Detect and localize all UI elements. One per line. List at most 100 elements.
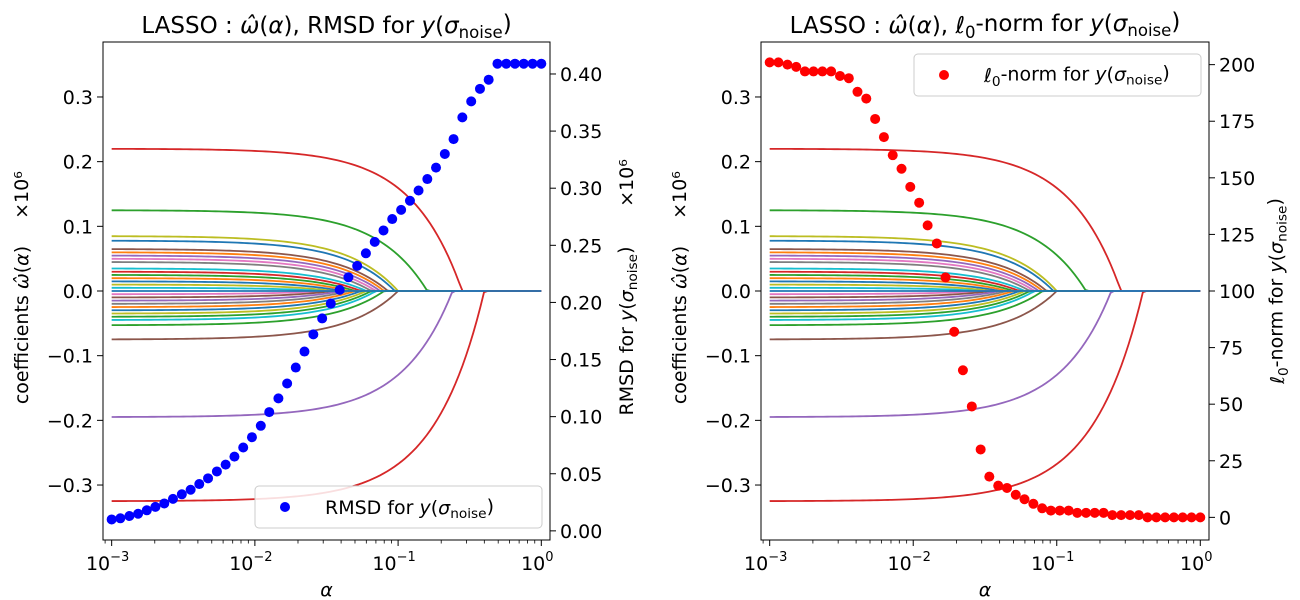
chart-title: LASSO : ω̂(α), RMSD for y(σnoise​) <box>141 11 511 42</box>
data-point <box>308 329 319 340</box>
data-point <box>993 480 1004 491</box>
l0-norm-panel: 0.3 0.2 0.1 0.0 −0.1 −0.2 −0.3 200 175 150 125 100 7… <box>669 9 1292 600</box>
right-tick-label: 175 <box>1219 111 1255 133</box>
left-y-scale-factor: ×10⁶ <box>11 171 33 219</box>
data-point <box>334 284 345 295</box>
x-tick-label: 10−2 <box>229 550 272 575</box>
data-point <box>317 313 328 324</box>
data-point <box>466 96 477 107</box>
left-tick-label: 0.2 <box>721 152 751 174</box>
data-point <box>1028 498 1039 509</box>
data-point <box>273 393 284 404</box>
data-point <box>246 432 257 443</box>
data-point <box>325 298 336 309</box>
left-tick-label: −0.2 <box>47 410 93 432</box>
data-point <box>922 220 933 231</box>
data-point <box>352 260 363 271</box>
left-y-axis-label: coefficients ω̂(α) <box>669 246 691 404</box>
data-point <box>492 58 503 69</box>
left-tick-label: −0.3 <box>705 475 751 497</box>
data-point <box>404 195 415 206</box>
data-point <box>509 58 520 69</box>
data-point <box>238 442 249 453</box>
data-point <box>255 420 266 431</box>
coefficient-paths <box>111 147 542 502</box>
data-point <box>1125 510 1136 521</box>
right-y-scale-factor: ×10⁶ <box>616 159 638 207</box>
data-point <box>1045 505 1056 516</box>
legend-marker <box>280 502 290 512</box>
left-tick-label: 0.1 <box>721 216 751 238</box>
data-point <box>843 73 854 84</box>
scatter-points <box>106 58 547 525</box>
legend-label: RMSD for y(σnoise​) <box>325 495 494 522</box>
right-tick-label: 100 <box>1219 281 1255 303</box>
data-point <box>159 498 170 509</box>
data-point <box>1168 512 1179 523</box>
right-tick-label: 0.05 <box>560 464 602 486</box>
x-tick-label: 100 <box>521 550 553 575</box>
left-tick-label: 0.1 <box>63 216 93 238</box>
legend: RMSD for y(σnoise​) <box>254 485 543 529</box>
left-tick-label: 0.3 <box>721 87 751 109</box>
data-point <box>220 459 231 470</box>
data-point <box>773 57 784 68</box>
data-point <box>905 181 916 192</box>
data-point <box>290 362 301 373</box>
rmsd-panel: 0.3 0.2 0.1 0.0 −0.1 −0.2 −0.3 0.40 0.35 0.30 0.25… <box>11 11 641 600</box>
legend-label: ℓ0​-norm for y(σnoise​) <box>983 62 1170 90</box>
data-point <box>431 162 442 173</box>
data-point <box>949 326 960 337</box>
right-tick-label: 0.30 <box>560 178 602 200</box>
data-point <box>474 83 485 94</box>
data-point <box>413 185 424 196</box>
left-tick-label: 0.0 <box>63 281 93 303</box>
data-point <box>141 505 152 516</box>
data-point <box>1142 512 1153 523</box>
coefficient-path <box>769 290 1201 502</box>
data-point <box>984 471 995 482</box>
data-point <box>299 346 310 357</box>
x-axis-label: α <box>979 579 992 600</box>
right-tick-label: 200 <box>1219 55 1255 77</box>
data-point <box>378 225 389 236</box>
right-tick-label: 125 <box>1219 224 1255 246</box>
data-point <box>194 479 205 490</box>
data-point <box>150 501 161 512</box>
chart-title: LASSO : ω̂(α), ℓ0​-norm for y(σnoise​) <box>790 9 1181 42</box>
right-tick-label: 0.00 <box>560 521 602 543</box>
data-point <box>1186 512 1197 523</box>
data-point <box>1001 482 1012 493</box>
data-point <box>106 514 117 525</box>
left-tick-label: −0.1 <box>705 346 751 368</box>
data-point <box>282 378 293 389</box>
data-point <box>483 74 494 85</box>
right-tick-label: 0.25 <box>560 235 602 257</box>
legend: ℓ0​-norm for y(σnoise​) <box>913 53 1202 97</box>
data-point <box>211 466 222 477</box>
data-point <box>264 407 275 418</box>
data-point <box>826 66 837 77</box>
left-tick-label: −0.2 <box>705 410 751 432</box>
data-point <box>808 66 819 77</box>
right-tick-label: 0.35 <box>560 121 602 143</box>
data-point <box>1063 505 1074 516</box>
x-tick-label: 10−2 <box>888 550 931 575</box>
left-y-scale-factor: ×10⁶ <box>669 171 691 219</box>
data-point <box>1010 489 1021 500</box>
right-tick-label: 75 <box>1219 338 1243 360</box>
data-point <box>343 272 354 283</box>
data-point <box>501 58 512 69</box>
x-tick-label: 10−3 <box>744 550 787 575</box>
data-point <box>1151 512 1162 523</box>
data-point <box>940 272 951 283</box>
coefficient-paths <box>769 147 1201 502</box>
right-tick-label: 150 <box>1219 168 1255 190</box>
scatter-points <box>764 57 1206 523</box>
right-tick-label: 0.15 <box>560 350 602 372</box>
legend-box <box>913 53 1202 97</box>
x-tick-label: 10−1 <box>372 550 415 575</box>
x-tick-label: 100 <box>1180 550 1212 575</box>
data-point <box>782 59 793 70</box>
right-y-axis-label: ℓ0​-norm for y(σnoise​) <box>1264 198 1292 385</box>
